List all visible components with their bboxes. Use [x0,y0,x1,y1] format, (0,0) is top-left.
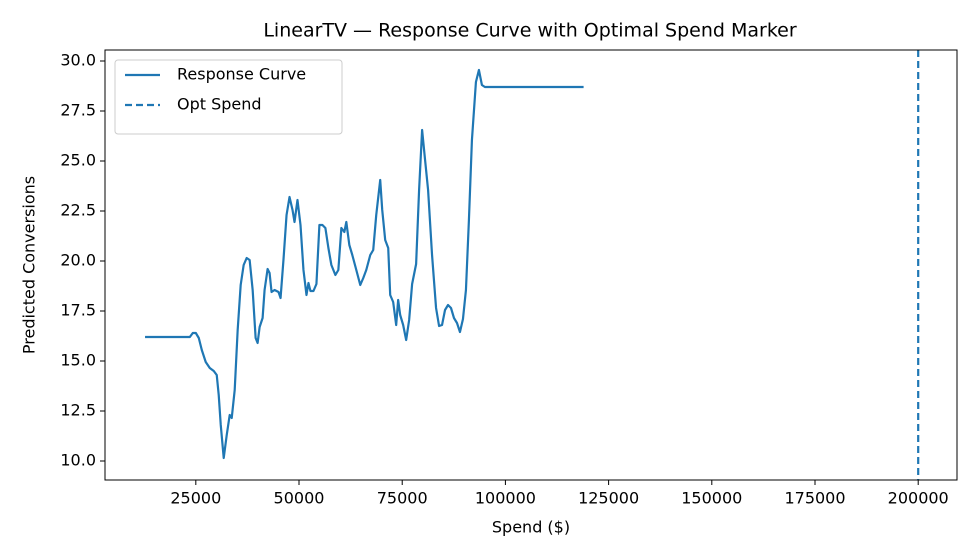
y-tick-label: 17.5 [60,301,96,320]
y-axis-label: Predicted Conversions [20,176,39,354]
y-tick-label: 12.5 [60,401,96,420]
chart-title: LinearTV — Response Curve with Optimal S… [263,20,796,42]
y-tick-label: 15.0 [60,351,96,370]
legend-box [114,59,343,135]
x-tick-label: 175000 [784,489,845,508]
legend-label: Opt Spend [177,95,262,114]
x-axis-label: Spend ($) [492,518,570,537]
y-tick-label: 25.0 [60,151,96,170]
x-tick-label: 25000 [170,489,221,508]
y-tick-label: 20.0 [60,251,96,270]
x-tick-label: 150000 [681,489,742,508]
y-tick-label: 30.0 [60,51,96,70]
y-tick-label: 22.5 [60,201,96,220]
x-tick-label: 200000 [888,489,949,508]
y-tick-label: 10.0 [60,451,96,470]
legend-label: Response Curve [177,65,306,84]
plot-frame [104,49,958,481]
x-tick-label: 100000 [475,489,536,508]
y-tick-label: 27.5 [60,101,96,120]
x-tick-label: 50000 [274,489,325,508]
response-line [145,68,584,460]
legend: Response Curve Opt Spend [114,59,343,135]
x-tick-label: 75000 [377,489,428,508]
x-tick-label: 125000 [578,489,639,508]
